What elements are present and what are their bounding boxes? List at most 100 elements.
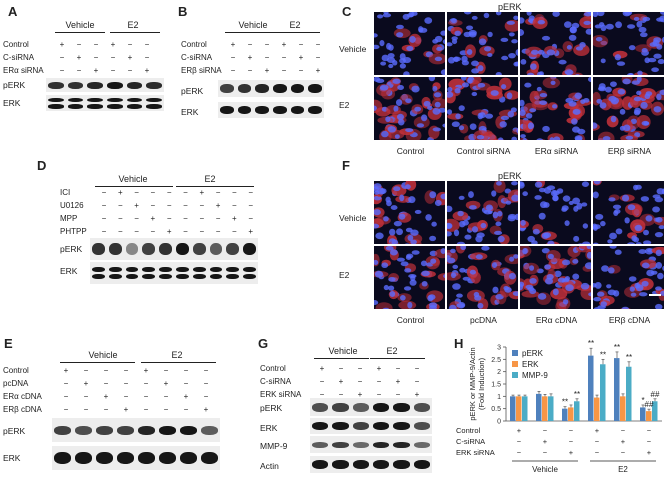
row-sign: − (647, 437, 652, 446)
panel-b-sign: + (264, 66, 270, 75)
panel-c-col-era-sirna: ERα siRNA (534, 146, 579, 156)
panel-g-sign: + (395, 377, 401, 386)
panel-a-sign: + (59, 40, 65, 49)
y-tick-label: 0.5 (491, 406, 501, 413)
panel-g-sign: − (338, 364, 344, 373)
blot-band (332, 422, 349, 430)
legend-swatch (512, 350, 518, 356)
panel-a-row-control: Control (3, 40, 29, 49)
panel-a-sign: − (144, 53, 150, 62)
significance-mark: ** (626, 353, 632, 362)
panel-f-col-pcdna: pcDNA (470, 315, 497, 325)
panel-g-row-control: Control (260, 364, 286, 373)
blot-band (87, 104, 103, 109)
blot-band (176, 274, 189, 279)
bar-erk (568, 407, 574, 421)
panel-g-blot-label-mmp9: MMP-9 (260, 441, 288, 451)
row-label: Control (456, 426, 481, 435)
panel-e-sign: − (63, 405, 69, 414)
blot-band (237, 84, 252, 93)
blot-band (243, 267, 256, 272)
panel-e-sign: − (183, 405, 189, 414)
panel-e-blot-label-perk: pERK (3, 426, 26, 436)
bar-perk (640, 407, 646, 421)
panel-f-row-e2: E2 (339, 270, 350, 280)
panel-c-row-e2: E2 (339, 100, 350, 110)
blot-band (108, 267, 122, 272)
blot-band (159, 243, 172, 255)
blot-band (255, 106, 269, 114)
legend-swatch (512, 372, 518, 378)
blot-band (413, 422, 430, 430)
panel-b-sign: + (230, 40, 236, 49)
panel-d-sign: − (101, 188, 107, 197)
bar-erk (620, 396, 626, 421)
panel-b-sign: − (315, 40, 321, 49)
panel-b-perk-blot (218, 80, 324, 97)
blot-band (332, 402, 349, 412)
micrograph-tile (374, 77, 447, 142)
panel-c-col-control: Control (396, 146, 425, 156)
panel-g-blot-label-perk: pERK (260, 403, 283, 413)
blot-band (48, 104, 64, 109)
panel-a-sign: + (93, 66, 99, 75)
blot-band (393, 460, 410, 469)
blot-band (142, 274, 156, 279)
panel-e-sign: − (163, 366, 169, 375)
row-sign: − (543, 448, 548, 457)
micrograph-tile (520, 77, 593, 142)
panel-d-sign: − (232, 188, 237, 197)
blot-band (352, 402, 369, 412)
blot-band (192, 267, 206, 272)
panel-d-e2-line (176, 186, 254, 187)
panel-d-sign: − (166, 188, 172, 197)
panel-h-letter: H (454, 336, 464, 351)
blot-band (180, 425, 197, 435)
blot-band (107, 104, 123, 109)
blot-band (192, 243, 206, 255)
panel-g-erk-blot (310, 418, 432, 434)
blot-band (373, 422, 390, 430)
legend-label: MMP-9 (522, 371, 548, 380)
panel-d-sign: − (166, 214, 172, 223)
panel-e-sign: − (123, 379, 129, 388)
panel-d-sign: − (232, 227, 237, 236)
panel-g-row-csirna: C-siRNA (260, 377, 292, 386)
legend-label: pERK (522, 349, 544, 358)
panel-a-sign: − (110, 53, 116, 62)
y-axis-label: pERK or MMP-9/Actin(Fold Induction) (468, 347, 486, 420)
panel-b-sign: + (281, 40, 287, 49)
panel-g-group-vehicle: Vehicle (328, 346, 358, 356)
panel-g-sign: − (414, 364, 420, 373)
panel-d-sign: − (134, 214, 139, 223)
panel-d-letter: D (37, 158, 47, 173)
legend-swatch (512, 361, 518, 367)
blot-band (96, 425, 113, 435)
panel-a-sign: − (93, 53, 99, 62)
blot-band (138, 425, 155, 435)
panel-e-row-erb-cdna: ERβ cDNA (3, 405, 42, 414)
panel-b-letter: B (178, 4, 188, 19)
panel-e-sign: − (143, 379, 149, 388)
blot-band (201, 425, 218, 435)
row-label: ERK siRNA (456, 448, 495, 457)
blot-band (393, 402, 410, 412)
panel-e-row-pcdna: pcDNA (3, 379, 29, 388)
panel-a-sign: − (144, 40, 150, 49)
panel-a-group-e2: E2 (127, 20, 139, 30)
panel-e-sign: − (123, 392, 129, 401)
row-sign: − (569, 426, 574, 435)
scale-bar (649, 294, 661, 296)
bar-mmp-9 (600, 364, 606, 421)
row-sign: − (543, 426, 548, 435)
bar-erk (594, 397, 600, 421)
panel-g-letter: G (258, 336, 269, 351)
panel-e-sign: − (203, 379, 209, 388)
panel-d-sign: + (166, 227, 172, 236)
blot-band (126, 81, 143, 89)
panel-a-sign: − (76, 66, 82, 75)
panel-e-sign: + (203, 405, 209, 414)
panel-f-col-era-cdna: ERα cDNA (535, 315, 578, 325)
bar-mmp-9 (522, 396, 528, 421)
panel-d-sign: − (183, 227, 188, 236)
